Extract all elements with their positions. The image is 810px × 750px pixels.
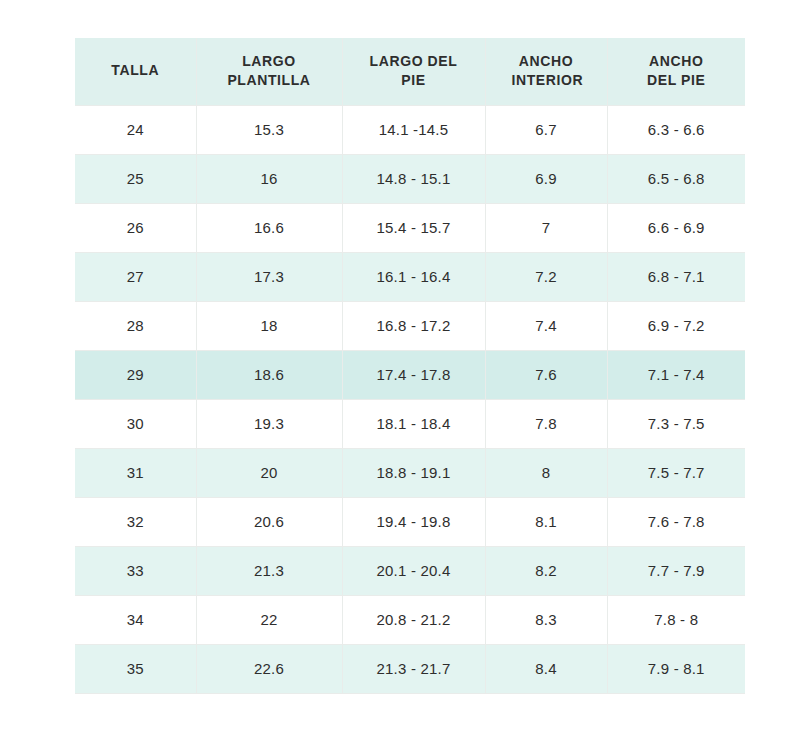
table-row: 2616.615.4 - 15.776.6 - 6.9 xyxy=(75,203,745,252)
cell-talla: 24 xyxy=(75,105,196,154)
cell-ancho-del-pie: 7.1 - 7.4 xyxy=(607,350,745,399)
cell-ancho-interior: 7.4 xyxy=(485,301,607,350)
table-row: 3321.320.1 - 20.48.27.7 - 7.9 xyxy=(75,546,745,595)
cell-largo-plantilla: 16 xyxy=(196,154,342,203)
size-chart: TALLA LARGO PLANTILLA LARGO DEL PIE ANCH… xyxy=(75,38,745,694)
cell-largo-del-pie: 18.1 - 18.4 xyxy=(342,399,485,448)
cell-ancho-interior: 8.3 xyxy=(485,595,607,644)
cell-ancho-del-pie: 7.9 - 8.1 xyxy=(607,644,745,693)
cell-talla: 35 xyxy=(75,644,196,693)
cell-ancho-interior: 8 xyxy=(485,448,607,497)
cell-talla: 27 xyxy=(75,252,196,301)
cell-talla: 25 xyxy=(75,154,196,203)
cell-talla: 33 xyxy=(75,546,196,595)
table-row: 3019.318.1 - 18.47.87.3 - 7.5 xyxy=(75,399,745,448)
table-row: 2415.314.1 -14.56.76.3 - 6.6 xyxy=(75,105,745,154)
cell-ancho-interior: 7.8 xyxy=(485,399,607,448)
column-header-largo-del-pie: LARGO DEL PIE xyxy=(342,38,485,105)
cell-ancho-interior: 8.4 xyxy=(485,644,607,693)
size-chart-body: 2415.314.1 -14.56.76.3 - 6.6251614.8 - 1… xyxy=(75,105,745,693)
cell-ancho-del-pie: 7.7 - 7.9 xyxy=(607,546,745,595)
cell-largo-del-pie: 17.4 - 17.8 xyxy=(342,350,485,399)
cell-largo-plantilla: 18 xyxy=(196,301,342,350)
cell-largo-del-pie: 18.8 - 19.1 xyxy=(342,448,485,497)
header-row: TALLA LARGO PLANTILLA LARGO DEL PIE ANCH… xyxy=(75,38,745,105)
cell-ancho-del-pie: 6.5 - 6.8 xyxy=(607,154,745,203)
table-row: 312018.8 - 19.187.5 - 7.7 xyxy=(75,448,745,497)
table-row: 3220.619.4 - 19.88.17.6 - 7.8 xyxy=(75,497,745,546)
cell-ancho-interior: 7.6 xyxy=(485,350,607,399)
cell-ancho-del-pie: 6.3 - 6.6 xyxy=(607,105,745,154)
cell-ancho-interior: 7.2 xyxy=(485,252,607,301)
cell-largo-plantilla: 15.3 xyxy=(196,105,342,154)
size-chart-table: TALLA LARGO PLANTILLA LARGO DEL PIE ANCH… xyxy=(75,38,745,694)
table-row: 3522.621.3 - 21.78.47.9 - 8.1 xyxy=(75,644,745,693)
cell-largo-plantilla: 18.6 xyxy=(196,350,342,399)
table-row: 342220.8 - 21.28.37.8 - 8 xyxy=(75,595,745,644)
table-row: 2717.316.1 - 16.47.26.8 - 7.1 xyxy=(75,252,745,301)
cell-ancho-del-pie: 6.8 - 7.1 xyxy=(607,252,745,301)
cell-largo-del-pie: 21.3 - 21.7 xyxy=(342,644,485,693)
cell-ancho-del-pie: 7.6 - 7.8 xyxy=(607,497,745,546)
cell-largo-plantilla: 19.3 xyxy=(196,399,342,448)
cell-largo-plantilla: 16.6 xyxy=(196,203,342,252)
cell-largo-del-pie: 16.8 - 17.2 xyxy=(342,301,485,350)
cell-ancho-del-pie: 7.5 - 7.7 xyxy=(607,448,745,497)
cell-largo-plantilla: 20.6 xyxy=(196,497,342,546)
cell-talla: 29 xyxy=(75,350,196,399)
cell-ancho-del-pie: 7.3 - 7.5 xyxy=(607,399,745,448)
cell-ancho-interior: 8.2 xyxy=(485,546,607,595)
cell-ancho-interior: 8.1 xyxy=(485,497,607,546)
cell-ancho-del-pie: 6.6 - 6.9 xyxy=(607,203,745,252)
cell-largo-del-pie: 19.4 - 19.8 xyxy=(342,497,485,546)
table-row: 251614.8 - 15.16.96.5 - 6.8 xyxy=(75,154,745,203)
cell-largo-del-pie: 15.4 - 15.7 xyxy=(342,203,485,252)
cell-ancho-interior: 7 xyxy=(485,203,607,252)
column-header-ancho-interior: ANCHO INTERIOR xyxy=(485,38,607,105)
cell-ancho-del-pie: 6.9 - 7.2 xyxy=(607,301,745,350)
cell-largo-del-pie: 20.1 - 20.4 xyxy=(342,546,485,595)
cell-largo-plantilla: 22 xyxy=(196,595,342,644)
size-chart-header: TALLA LARGO PLANTILLA LARGO DEL PIE ANCH… xyxy=(75,38,745,105)
cell-largo-del-pie: 14.8 - 15.1 xyxy=(342,154,485,203)
cell-largo-plantilla: 20 xyxy=(196,448,342,497)
column-header-ancho-del-pie: ANCHO DEL PIE xyxy=(607,38,745,105)
cell-largo-plantilla: 21.3 xyxy=(196,546,342,595)
column-header-largo-plantilla: LARGO PLANTILLA xyxy=(196,38,342,105)
cell-talla: 30 xyxy=(75,399,196,448)
cell-talla: 31 xyxy=(75,448,196,497)
cell-talla: 32 xyxy=(75,497,196,546)
cell-ancho-interior: 6.9 xyxy=(485,154,607,203)
cell-largo-del-pie: 16.1 - 16.4 xyxy=(342,252,485,301)
cell-largo-del-pie: 20.8 - 21.2 xyxy=(342,595,485,644)
cell-ancho-del-pie: 7.8 - 8 xyxy=(607,595,745,644)
cell-talla: 34 xyxy=(75,595,196,644)
cell-talla: 28 xyxy=(75,301,196,350)
cell-talla: 26 xyxy=(75,203,196,252)
column-header-talla: TALLA xyxy=(75,38,196,105)
cell-largo-del-pie: 14.1 -14.5 xyxy=(342,105,485,154)
cell-largo-plantilla: 22.6 xyxy=(196,644,342,693)
table-row: 281816.8 - 17.27.46.9 - 7.2 xyxy=(75,301,745,350)
cell-ancho-interior: 6.7 xyxy=(485,105,607,154)
table-row: 2918.617.4 - 17.87.67.1 - 7.4 xyxy=(75,350,745,399)
cell-largo-plantilla: 17.3 xyxy=(196,252,342,301)
